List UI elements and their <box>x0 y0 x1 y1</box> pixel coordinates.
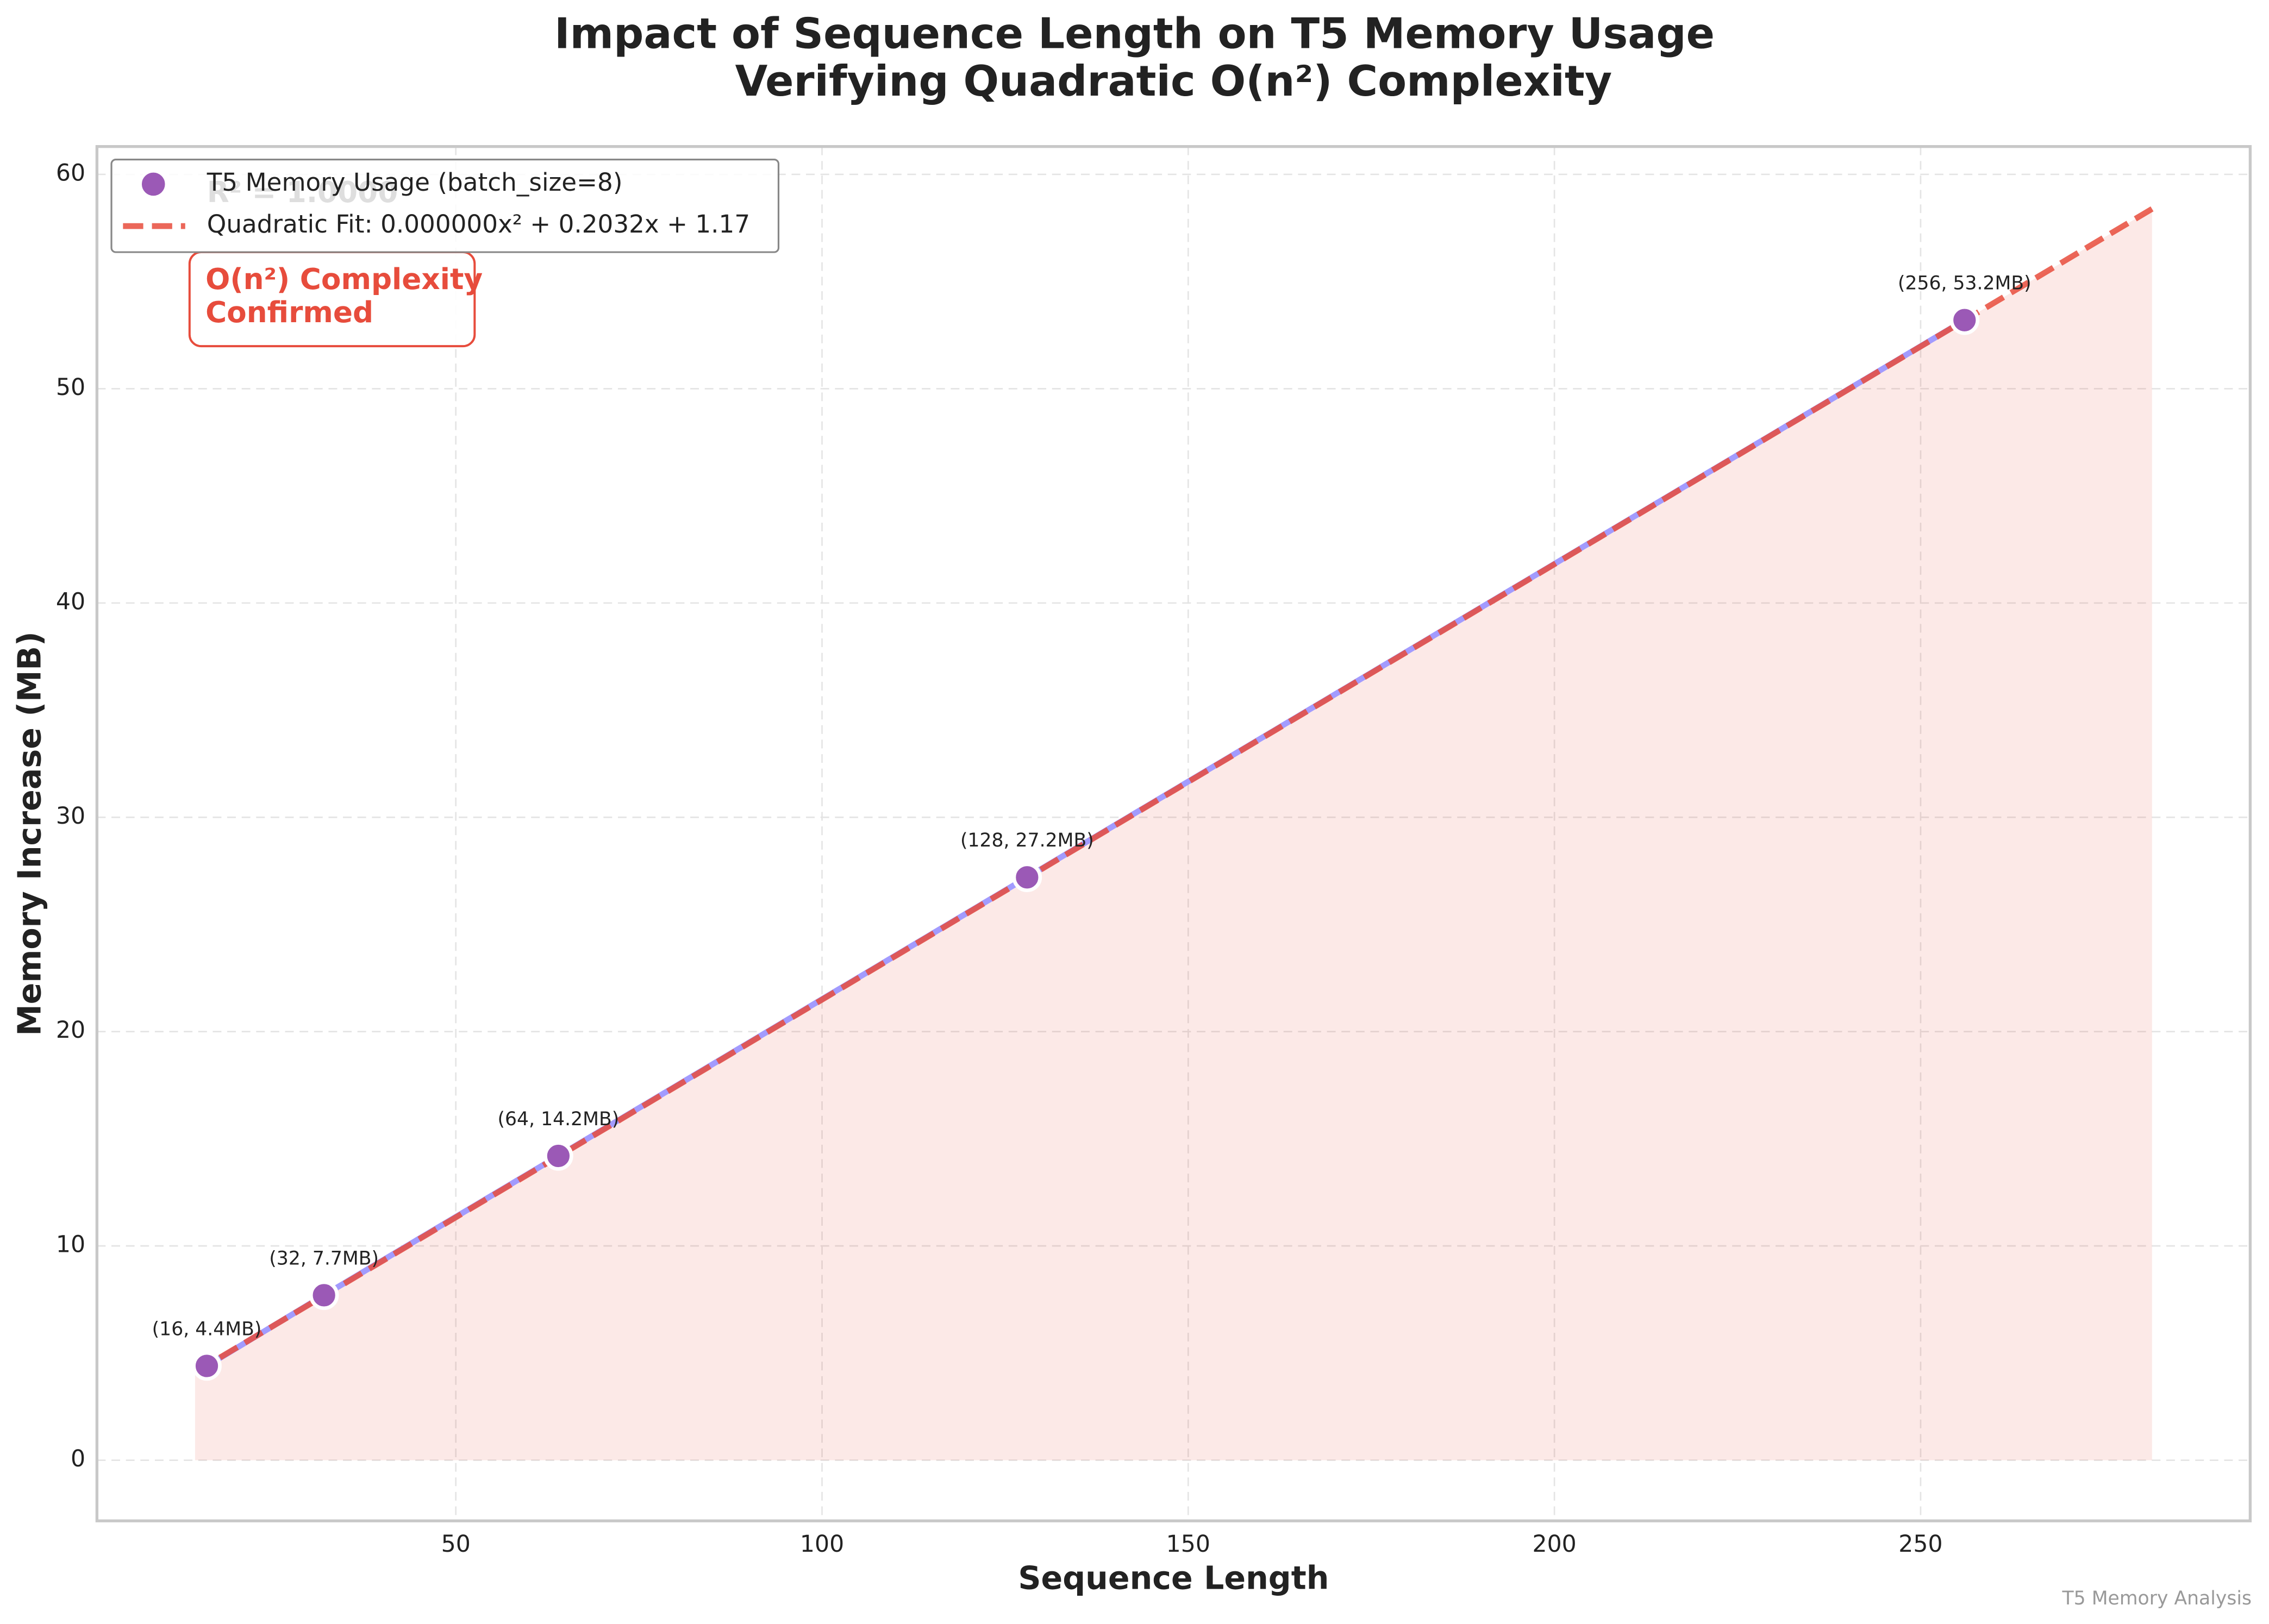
y-tick-label: 0 <box>71 1445 85 1472</box>
data-point <box>309 1280 339 1311</box>
plot-frame <box>95 145 2252 1522</box>
legend-box <box>110 159 780 253</box>
data-point <box>1949 305 1980 335</box>
y-tick-label: 10 <box>56 1231 85 1258</box>
data-point <box>543 1141 573 1171</box>
y-tick-label: 40 <box>56 588 85 615</box>
y-tick-label: 60 <box>56 159 85 186</box>
x-tick-label: 100 <box>800 1531 844 1558</box>
data-label: (64, 14.2MB) <box>498 1108 620 1130</box>
legend-label: Quadratic Fit: 0.000000x² + 0.2032x + 1.… <box>207 210 750 239</box>
data-label: (32, 7.7MB) <box>269 1247 379 1269</box>
y-tick-label: 50 <box>56 374 85 401</box>
y-tick-label: 20 <box>56 1017 85 1044</box>
x-tick-label: 200 <box>1532 1531 1576 1558</box>
y-axis-label: Memory Increase (MB) <box>11 631 48 1036</box>
legend-swatch <box>139 170 168 199</box>
x-tick-label: 50 <box>441 1531 471 1558</box>
x-axis-label: Sequence Length <box>1018 1559 1329 1596</box>
fit-line <box>193 206 2154 1375</box>
data-point <box>1012 862 1042 892</box>
data-label: (16, 4.4MB) <box>152 1318 262 1340</box>
y-tick-label: 30 <box>56 802 85 830</box>
fit-area <box>195 209 2152 1460</box>
data-label: (256, 53.2MB) <box>1898 273 2032 294</box>
chart-title: Impact of Sequence Length on T5 Memory U… <box>554 9 1715 58</box>
x-tick-label: 150 <box>1166 1531 1210 1558</box>
annotation: Confirmed <box>205 296 373 329</box>
chart-subtitle: Verifying Quadratic O(n²) Complexity <box>735 57 1612 106</box>
x-tick-label: 250 <box>1898 1531 1942 1558</box>
footer: T5 Memory Analysis <box>2062 1588 2252 1609</box>
annotation: O(n²) Complexity <box>205 262 483 296</box>
data-point <box>192 1351 222 1381</box>
data-label: (128, 27.2MB) <box>960 830 1094 851</box>
legend-label: T5 Memory Usage (batch_size=8) <box>207 168 623 197</box>
